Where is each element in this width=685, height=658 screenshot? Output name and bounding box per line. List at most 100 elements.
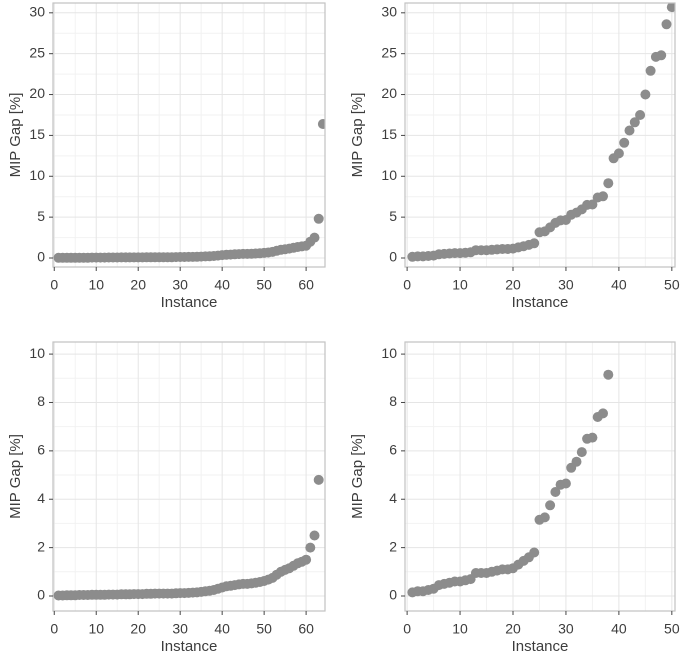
data-point <box>603 369 614 380</box>
data-point <box>587 432 598 443</box>
data-point <box>629 117 640 128</box>
subplot-top-right: 0 10 20 30 40 50 0 5 10 15 20 25 30 Instance MIP Gap [… <box>342 0 685 329</box>
y-tick-label: 30 <box>381 4 397 20</box>
grid-minor <box>405 342 675 611</box>
panel-border <box>404 341 676 612</box>
x-tick-label: 40 <box>611 621 627 637</box>
data-point <box>635 110 646 120</box>
x-tick-label: 60 <box>298 277 314 293</box>
data-point <box>576 447 587 458</box>
y-axis: 0 5 10 15 20 25 30 <box>29 4 53 265</box>
x-axis: 0 10 20 30 40 50 60 <box>50 267 314 293</box>
data-point <box>560 478 571 489</box>
data-point <box>545 500 556 511</box>
data-point <box>645 65 656 76</box>
data-point <box>539 512 550 523</box>
data-points <box>53 119 325 263</box>
data-point <box>613 148 624 159</box>
y-tick-label: 8 <box>389 393 397 409</box>
data-point <box>619 137 630 148</box>
y-axis: 0 2 4 6 8 10 <box>29 345 53 603</box>
data-points <box>407 369 614 598</box>
x-tick-label: 30 <box>558 621 574 637</box>
data-point <box>309 232 320 243</box>
y-tick-label: 15 <box>381 126 397 142</box>
data-point <box>624 125 635 136</box>
grid-major <box>405 342 675 611</box>
y-tick-label: 10 <box>29 167 45 183</box>
y-tick-label: 2 <box>389 538 397 554</box>
x-axis-title: Instance <box>512 294 569 311</box>
y-tick-label: 20 <box>381 85 397 101</box>
x-tick-label: 30 <box>558 277 574 293</box>
y-tick-label: 5 <box>389 208 397 224</box>
data-point <box>550 487 561 497</box>
x-tick-label: 50 <box>664 621 680 637</box>
x-tick-label: 0 <box>50 621 58 637</box>
x-tick-label: 30 <box>172 621 188 637</box>
x-tick-label: 20 <box>130 621 146 637</box>
y-tick-label: 20 <box>29 85 45 101</box>
subplot-bottom-left: 0 10 20 30 40 50 60 0 2 4 6 8 10 Instance MIP Gap [%] <box>0 329 342 658</box>
data-point <box>640 89 651 100</box>
subplot-top-left: 0 10 20 30 40 50 60 0 5 10 15 20 25 30 Instance MIP Gap… <box>0 0 342 329</box>
y-tick-label: 2 <box>37 538 45 554</box>
x-tick-label: 10 <box>88 277 104 293</box>
data-point <box>598 408 608 419</box>
y-tick-label: 25 <box>29 44 45 60</box>
x-tick-label: 40 <box>214 277 230 293</box>
x-tick-label: 20 <box>505 277 521 293</box>
y-tick-label: 0 <box>37 249 45 265</box>
x-tick-label: 0 <box>403 277 411 293</box>
panel-border <box>52 341 326 612</box>
plot-panel <box>405 342 675 611</box>
data-point <box>598 191 608 202</box>
y-tick-label: 25 <box>381 44 397 60</box>
data-point <box>309 530 320 541</box>
x-axis-title: Instance <box>161 638 218 655</box>
data-point <box>656 50 667 61</box>
x-tick-label: 30 <box>172 277 188 293</box>
y-tick-label: 4 <box>389 490 397 506</box>
plot-bottom-right: 0 10 20 30 40 50 0 2 4 6 8 10 Instance MIP Gap [%] <box>349 341 680 655</box>
x-tick-label: 40 <box>611 277 627 293</box>
data-point <box>301 554 312 565</box>
x-tick-label: 20 <box>130 277 146 293</box>
data-point <box>666 3 675 13</box>
y-tick-label: 6 <box>389 442 397 458</box>
data-point <box>587 199 598 210</box>
y-axis-title: MIP Gap [%] <box>349 93 366 178</box>
data-points <box>407 3 675 262</box>
y-tick-label: 5 <box>37 208 45 224</box>
x-axis-title: Instance <box>512 638 569 655</box>
x-tick-label: 40 <box>214 621 230 637</box>
x-axis: 0 10 20 30 40 50 <box>403 267 680 293</box>
plot-panel <box>53 342 325 611</box>
data-point <box>317 119 325 129</box>
y-tick-label: 6 <box>37 442 45 458</box>
x-tick-label: 10 <box>452 621 468 637</box>
data-point <box>529 238 540 249</box>
y-tick-label: 0 <box>37 587 45 603</box>
x-tick-label: 60 <box>298 621 314 637</box>
data-point <box>603 178 614 189</box>
y-tick-label: 15 <box>29 126 45 142</box>
x-axis: 0 10 20 30 40 50 60 <box>50 611 314 637</box>
data-point <box>313 213 324 224</box>
data-point <box>305 542 316 553</box>
y-tick-label: 10 <box>381 167 397 183</box>
y-axis-title: MIP Gap [%] <box>7 93 24 178</box>
grid-major <box>53 3 325 267</box>
y-axis-title: MIP Gap [%] <box>349 434 366 519</box>
y-tick-label: 0 <box>389 249 397 265</box>
y-tick-label: 10 <box>381 345 397 361</box>
x-tick-label: 10 <box>452 277 468 293</box>
y-tick-label: 30 <box>29 4 45 20</box>
x-tick-label: 20 <box>505 621 521 637</box>
y-tick-label: 4 <box>37 490 45 506</box>
x-axis: 0 10 20 30 40 50 <box>403 611 680 637</box>
x-tick-label: 50 <box>664 277 680 293</box>
